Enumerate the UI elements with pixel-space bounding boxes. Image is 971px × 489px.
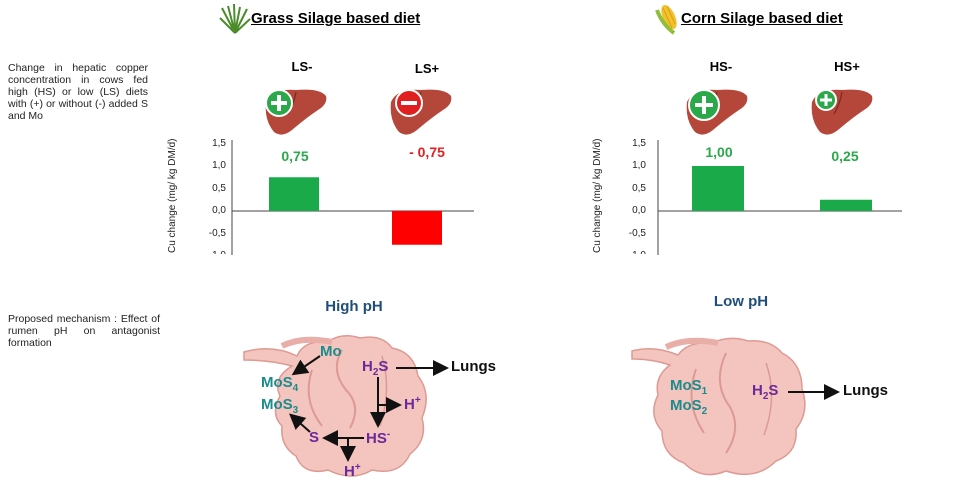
grass-icon bbox=[218, 3, 252, 39]
group-label-ls-minus: LS- bbox=[291, 59, 313, 74]
low-ph-label: Low pH bbox=[713, 293, 769, 310]
value-label-ls-plus: - 0,75 bbox=[409, 144, 445, 160]
bar-hs-minus bbox=[692, 166, 744, 211]
value-label-hs-plus: 0,25 bbox=[831, 148, 859, 164]
liver-icon bbox=[387, 84, 453, 145]
y-tick: 0,5 bbox=[632, 183, 646, 194]
liver-icon bbox=[808, 84, 874, 145]
y-tick: -0,5 bbox=[628, 228, 646, 239]
group-label-hs-plus: HS+ bbox=[834, 59, 860, 74]
mos2-label: MoS2 bbox=[670, 397, 708, 417]
corn-silage-heading: Corn Silage based diet bbox=[681, 10, 843, 27]
h-plus-bottom-label: H+ bbox=[344, 462, 361, 480]
y-tick: 1,0 bbox=[632, 160, 646, 171]
y-tick: 0,5 bbox=[212, 183, 226, 194]
y-axis-label: Cu change (mg/ kg DM/d) bbox=[167, 138, 178, 254]
y-tick: -1,0 bbox=[202, 250, 226, 254]
bar-hs-plus bbox=[820, 199, 872, 211]
y-tick: 0,0 bbox=[212, 205, 226, 216]
chart-description: Change in hepatic copper concentration i… bbox=[8, 62, 148, 122]
bar-ls-minus bbox=[269, 177, 319, 211]
y-axis-label: Cu change (mg/ kg DM/d) bbox=[592, 138, 603, 254]
rumen-icon bbox=[631, 337, 806, 476]
y-tick: -0,5 bbox=[208, 228, 226, 239]
bar-ls-plus bbox=[392, 211, 442, 245]
value-label-ls-minus: 0,75 bbox=[281, 148, 309, 164]
mo-label: Mo bbox=[320, 343, 342, 360]
liver-icon bbox=[683, 84, 749, 145]
minus-icon bbox=[401, 101, 417, 105]
h2s-label: H2S bbox=[362, 358, 389, 378]
h-plus-label: H+ bbox=[404, 395, 421, 413]
lungs-label: Lungs bbox=[843, 382, 888, 399]
corn-silage-chart bbox=[657, 140, 902, 255]
y-tick: 1,0 bbox=[212, 160, 226, 171]
mos4-label: MoS4 bbox=[261, 374, 299, 394]
grass-silage-chart bbox=[231, 140, 474, 255]
group-label-hs-minus: HS- bbox=[709, 59, 733, 74]
mos3-label: MoS3 bbox=[261, 396, 299, 416]
grass-silage-heading: Grass Silage based diet bbox=[251, 10, 421, 27]
group-label-ls-plus: LS+ bbox=[414, 61, 440, 76]
y-tick: 1,5 bbox=[212, 138, 226, 149]
mechanism-description: Proposed mechanism : Effect of rumen pH … bbox=[8, 313, 160, 349]
lungs-label: Lungs bbox=[451, 358, 496, 375]
hs-minus-label: HS- bbox=[366, 429, 391, 447]
liver-icon bbox=[262, 84, 328, 145]
high-ph-label: High pH bbox=[325, 298, 383, 315]
h2s-label: H2S bbox=[752, 382, 779, 402]
s-label: S bbox=[309, 429, 320, 446]
y-tick: -1,0 bbox=[622, 250, 646, 254]
y-tick: 0,0 bbox=[632, 205, 646, 216]
value-label-hs-minus: 1,00 bbox=[705, 144, 733, 160]
y-tick: 1,5 bbox=[632, 138, 646, 149]
mos1-label: MoS1 bbox=[670, 377, 708, 397]
corn-icon bbox=[652, 2, 682, 41]
